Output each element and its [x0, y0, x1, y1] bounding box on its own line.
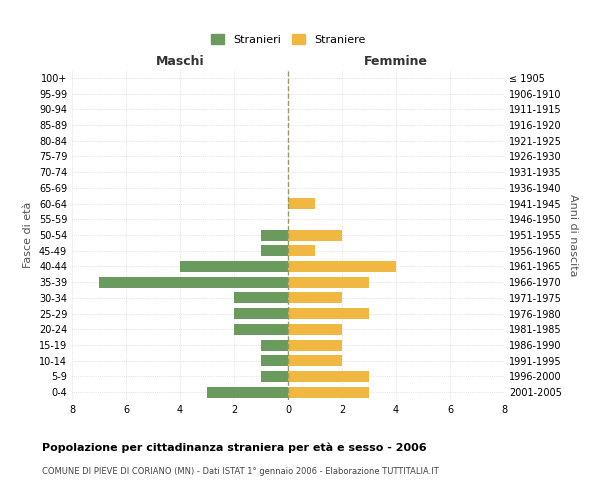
Bar	[234, 292, 288, 304]
Bar	[288, 308, 369, 319]
Bar	[288, 371, 369, 382]
Bar	[288, 292, 342, 304]
Bar	[234, 324, 288, 335]
Bar	[180, 261, 288, 272]
Text: Maschi: Maschi	[155, 54, 205, 68]
Text: COMUNE DI PIEVE DI CORIANO (MN) - Dati ISTAT 1° gennaio 2006 - Elaborazione TUTT: COMUNE DI PIEVE DI CORIANO (MN) - Dati I…	[42, 468, 439, 476]
Bar	[288, 276, 369, 287]
Bar	[261, 355, 288, 366]
Y-axis label: Fasce di età: Fasce di età	[23, 202, 33, 268]
Bar	[261, 230, 288, 240]
Text: Femmine: Femmine	[364, 54, 428, 68]
Bar	[288, 324, 342, 335]
Bar	[261, 340, 288, 350]
Bar	[288, 230, 342, 240]
Y-axis label: Anni di nascita: Anni di nascita	[568, 194, 578, 276]
Legend: Stranieri, Straniere: Stranieri, Straniere	[206, 30, 370, 49]
Bar	[288, 198, 315, 209]
Bar	[234, 308, 288, 319]
Bar	[288, 245, 315, 256]
Bar	[288, 340, 342, 350]
Bar	[207, 386, 288, 398]
Bar	[261, 371, 288, 382]
Text: Popolazione per cittadinanza straniera per età e sesso - 2006: Popolazione per cittadinanza straniera p…	[42, 442, 427, 453]
Bar	[261, 245, 288, 256]
Bar	[288, 261, 396, 272]
Bar	[288, 355, 342, 366]
Bar	[99, 276, 288, 287]
Bar	[288, 386, 369, 398]
